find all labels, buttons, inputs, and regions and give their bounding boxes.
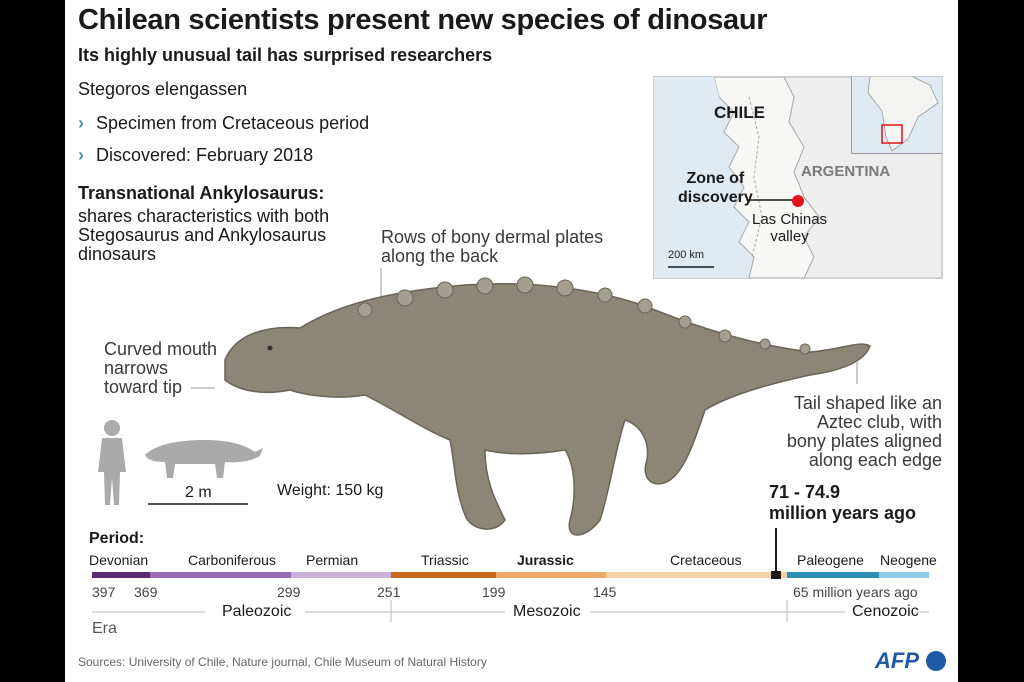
tick-397: 397 bbox=[92, 584, 116, 600]
dorsal-plates bbox=[357, 276, 811, 355]
human-silhouette bbox=[98, 420, 126, 505]
inset-land bbox=[867, 77, 939, 152]
period-jurassic-label: Jurassic bbox=[517, 552, 574, 568]
label-zone: Zone of discovery bbox=[678, 169, 753, 207]
timeline-svg bbox=[92, 528, 929, 622]
inset-svg bbox=[867, 77, 939, 152]
tail-line-4: along each edge bbox=[808, 450, 942, 470]
plates-line-2: along the back bbox=[381, 246, 499, 266]
period-cretaceous-label: Cretaceous bbox=[670, 552, 742, 568]
label-argentina: ARGENTINA bbox=[801, 163, 891, 180]
mouth-annotation: Curved mouth narrows toward tip bbox=[104, 340, 217, 397]
period-paleogene-label: Paleogene bbox=[797, 552, 864, 568]
era-mesozoic: Mesozoic bbox=[513, 603, 581, 620]
tick-251: 251 bbox=[377, 584, 401, 600]
sources-text: Sources: University of Chile, Nature jou… bbox=[78, 655, 487, 669]
bar-permian bbox=[291, 572, 391, 578]
fact-period: › Specimen from Cretaceous period bbox=[78, 113, 369, 134]
size-label: 2 m bbox=[185, 484, 212, 501]
bar-triassic bbox=[391, 572, 496, 578]
age-label: 71 - 74.9 million years ago bbox=[769, 482, 916, 524]
afp-logo: AFP bbox=[875, 648, 947, 674]
small-dinosaur-silhouette bbox=[145, 440, 263, 478]
transnational-body: shares characteristics with both Stegosa… bbox=[78, 206, 330, 264]
period-permian-label: Permian bbox=[306, 552, 359, 568]
plates-annotation: Rows of bony dermal plates along the bac… bbox=[381, 228, 603, 266]
tick-299: 299 bbox=[277, 584, 301, 600]
location-map: CHILE ARGENTINA Zone of discovery Las Ch… bbox=[653, 76, 943, 279]
era-label: Era bbox=[92, 620, 117, 637]
tick-199: 199 bbox=[482, 584, 506, 600]
tick-369: 369 bbox=[134, 584, 158, 600]
age-line-2: million years ago bbox=[769, 503, 917, 523]
tail-line-2: Aztec club, with bbox=[816, 412, 942, 432]
mouth-line-2: narrows bbox=[104, 358, 169, 378]
bar-neogene bbox=[879, 572, 929, 578]
label-scale: 200 km bbox=[668, 249, 705, 261]
page-subtitle: Its highly unusual tail has surprised re… bbox=[78, 45, 493, 65]
infographic-page: Chilean scientists present new species o… bbox=[65, 0, 958, 682]
inset-map bbox=[851, 77, 942, 154]
map-svg bbox=[654, 77, 942, 278]
era-cenozoic: Cenozoic bbox=[852, 603, 919, 620]
bar-carboniferous bbox=[150, 572, 291, 578]
tick-145: 145 bbox=[593, 584, 617, 600]
inset-highlight bbox=[881, 124, 903, 144]
bar-cretaceous bbox=[606, 572, 787, 578]
age-marker bbox=[771, 571, 781, 579]
label-valley-2: valley bbox=[770, 228, 809, 245]
weight-label: Weight: 150 kg bbox=[277, 482, 384, 499]
tick-65: 65 million years ago bbox=[793, 584, 918, 600]
mouth-line-3: toward tip bbox=[104, 377, 183, 397]
transnational-heading: Transnational Ankylosaurus: bbox=[78, 183, 325, 203]
plates-line-1: Rows of bony dermal plates bbox=[381, 227, 604, 247]
bar-jurassic bbox=[496, 572, 606, 578]
era-paleozoic: Paleozoic bbox=[222, 603, 292, 620]
afp-logo-dot bbox=[926, 651, 947, 671]
age-line-1: 71 - 74.9 bbox=[769, 482, 841, 502]
fact-period-text: Specimen from Cretaceous period bbox=[96, 113, 370, 133]
period-devonian-label: Devonian bbox=[89, 552, 149, 568]
label-valley: Las Chinas valley bbox=[752, 211, 827, 245]
border-line bbox=[748, 96, 763, 258]
fact-discovered: › Discovered: February 2018 bbox=[78, 145, 313, 166]
period-carboniferous-label: Carboniferous bbox=[188, 552, 276, 568]
period-heading: Period: bbox=[89, 530, 145, 547]
period-neogene-label: Neogene bbox=[880, 552, 937, 568]
period-triassic-label: Triassic bbox=[421, 552, 469, 568]
land-chile bbox=[713, 77, 820, 278]
chevron-right-icon: › bbox=[78, 113, 84, 133]
label-valley-1: Las Chinas bbox=[752, 211, 828, 228]
page-title: Chilean scientists present new species o… bbox=[78, 4, 768, 36]
sea bbox=[654, 77, 719, 278]
chevron-right-icon: › bbox=[78, 145, 84, 165]
dinosaur-body bbox=[224, 283, 871, 536]
afp-logo-text: AFP bbox=[875, 648, 919, 673]
discovery-marker bbox=[792, 195, 804, 207]
tail-line-1: Tail shaped like an bbox=[793, 393, 942, 413]
bar-devonian bbox=[92, 572, 150, 578]
tail-annotation: Tail shaped like an Aztec club, with bon… bbox=[765, 394, 942, 470]
label-zone-1: Zone of bbox=[686, 170, 745, 187]
fact-discovered-text: Discovered: February 2018 bbox=[96, 145, 314, 165]
label-zone-2: discovery bbox=[678, 189, 753, 206]
bar-paleogene bbox=[787, 572, 879, 578]
species-name: Stegoros elengassen bbox=[78, 79, 248, 99]
mouth-line-1: Curved mouth bbox=[104, 339, 218, 359]
dinosaur-illustration bbox=[98, 268, 871, 536]
tail-line-3: bony plates aligned bbox=[786, 431, 942, 451]
dinosaur-eye bbox=[267, 345, 273, 351]
label-chile: CHILE bbox=[714, 103, 765, 122]
